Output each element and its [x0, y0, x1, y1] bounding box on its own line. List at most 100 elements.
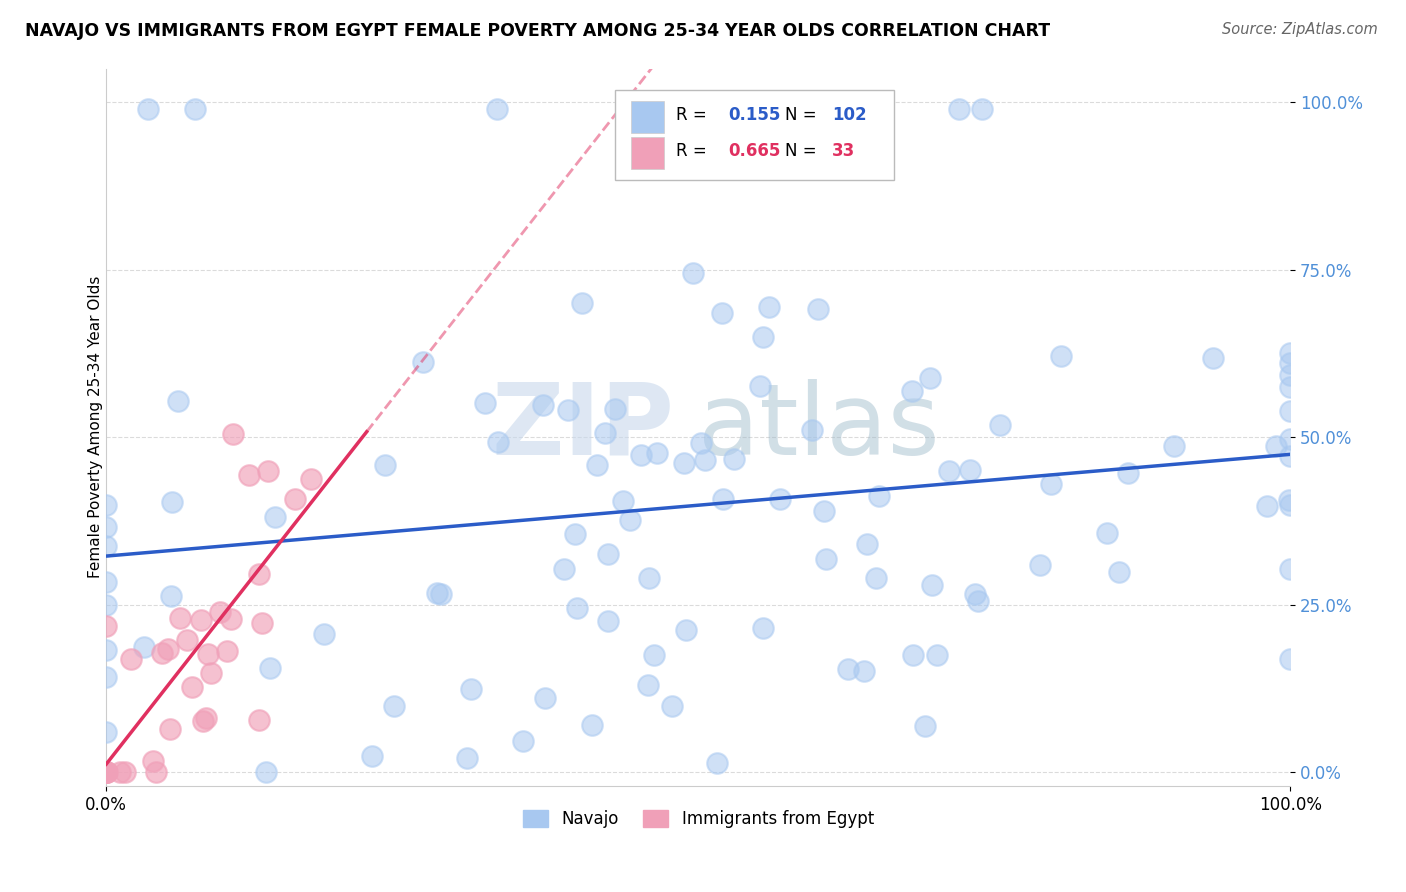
Point [972, 102, 994, 116]
Point [284, 492, 307, 507]
Point [512, 734, 534, 748]
Point [948, 102, 970, 116]
Point [612, 493, 634, 508]
Point [114, 765, 136, 780]
Point [673, 456, 696, 470]
Point [456, 751, 478, 765]
Point [637, 571, 659, 585]
Point [96, 519, 118, 533]
Point [586, 458, 609, 472]
Point [426, 586, 449, 600]
Point [195, 711, 218, 725]
Point [925, 648, 948, 663]
Point [1256, 500, 1278, 514]
Point [710, 306, 733, 320]
Text: Source: ZipAtlas.com: Source: ZipAtlas.com [1222, 22, 1378, 37]
Point [312, 627, 335, 641]
Point [96, 619, 118, 633]
Text: ZIP: ZIP [492, 378, 675, 475]
Point [1279, 379, 1302, 393]
Point [693, 453, 716, 467]
Point [197, 647, 219, 661]
Point [160, 589, 183, 603]
Point [96, 765, 118, 780]
Point [531, 399, 554, 413]
Point [157, 642, 180, 657]
Point [1264, 439, 1286, 453]
Point [603, 402, 626, 417]
Point [169, 610, 191, 624]
Point [217, 644, 239, 658]
Point [758, 300, 780, 314]
Point [486, 434, 509, 449]
FancyBboxPatch shape [616, 90, 894, 179]
Text: 33: 33 [832, 142, 855, 160]
Point [752, 621, 775, 635]
Point [247, 567, 270, 582]
Point [200, 666, 222, 681]
Point [132, 640, 155, 654]
Point [921, 577, 943, 591]
Point [865, 571, 887, 585]
Text: NAVAJO VS IMMIGRANTS FROM EGYPT FEMALE POVERTY AMONG 25-34 YEAR OLDS CORRELATION: NAVAJO VS IMMIGRANTS FROM EGYPT FEMALE P… [25, 22, 1050, 40]
Point [598, 614, 620, 628]
Point [219, 612, 242, 626]
Point [159, 722, 181, 736]
Point [723, 452, 745, 467]
Point [938, 464, 960, 478]
Point [901, 384, 924, 399]
Text: atlas: atlas [699, 378, 939, 475]
Point [108, 765, 131, 780]
Point [1279, 498, 1302, 512]
Point [749, 378, 772, 392]
Point [711, 491, 734, 506]
Point [96, 670, 118, 684]
FancyBboxPatch shape [631, 101, 664, 133]
Point [645, 446, 668, 460]
Point [96, 575, 118, 590]
Point [193, 714, 215, 728]
Point [837, 662, 859, 676]
Point [361, 748, 384, 763]
Point [184, 102, 207, 116]
Point [1108, 565, 1130, 579]
Text: 0.155: 0.155 [728, 106, 780, 124]
Point [914, 719, 936, 733]
Point [299, 471, 322, 485]
Point [806, 301, 828, 316]
Point [96, 539, 118, 553]
Point [553, 561, 575, 575]
FancyBboxPatch shape [631, 136, 664, 169]
Point [564, 527, 586, 541]
Point [689, 435, 711, 450]
Point [238, 467, 260, 482]
Point [181, 681, 204, 695]
Point [429, 587, 451, 601]
Legend: Navajo, Immigrants from Egypt: Navajo, Immigrants from Egypt [516, 804, 880, 835]
Point [96, 765, 118, 780]
Y-axis label: Female Poverty Among 25-34 Year Olds: Female Poverty Among 25-34 Year Olds [87, 276, 103, 578]
Point [1097, 525, 1119, 540]
Point [988, 417, 1011, 432]
Point [96, 498, 118, 512]
Point [256, 464, 278, 478]
Point [167, 393, 190, 408]
Point [643, 648, 665, 662]
Point [959, 462, 981, 476]
Point [664, 102, 686, 116]
Point [1278, 493, 1301, 508]
Point [1279, 356, 1302, 370]
Point [565, 600, 588, 615]
Point [637, 677, 659, 691]
Text: N =: N = [785, 142, 821, 160]
Point [1202, 351, 1225, 365]
Point [382, 698, 405, 713]
Point [254, 765, 277, 780]
Point [263, 509, 285, 524]
Point [1029, 558, 1052, 573]
Point [868, 489, 890, 503]
Point [814, 552, 837, 566]
Point [661, 698, 683, 713]
Point [209, 605, 232, 619]
Point [1049, 349, 1071, 363]
